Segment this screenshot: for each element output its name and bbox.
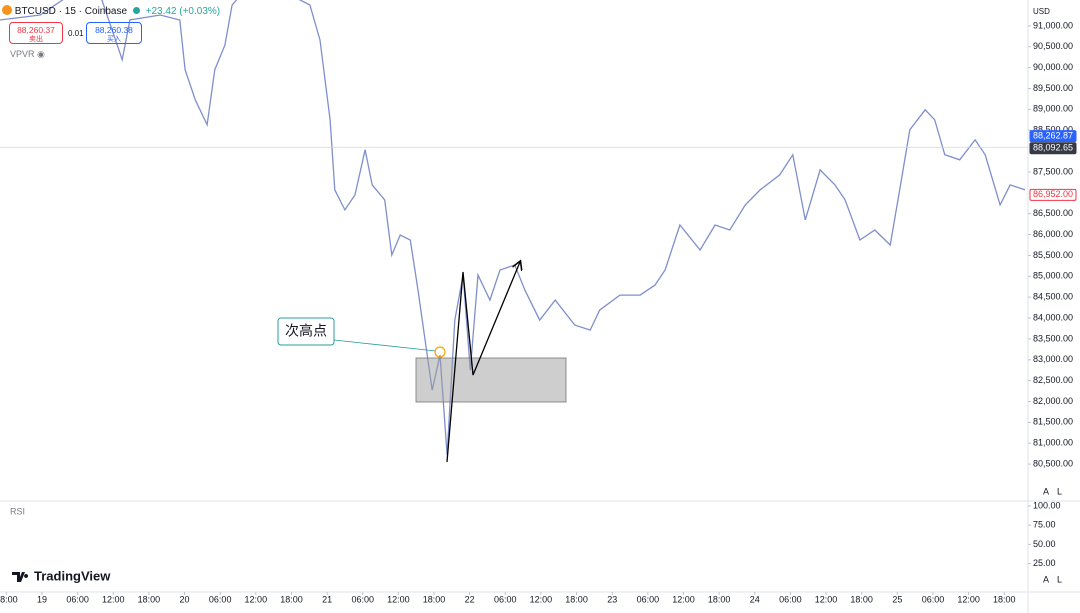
price-label: 80,500.00 bbox=[1033, 458, 1073, 468]
rsi-label: RSI bbox=[10, 506, 25, 516]
time-label: 24 bbox=[750, 594, 760, 604]
price-line bbox=[0, 0, 1026, 455]
price-label: 90,500.00 bbox=[1033, 41, 1073, 51]
sell-price: 88,260.37 bbox=[17, 25, 55, 35]
time-label: 06:00 bbox=[779, 594, 802, 604]
time-label: 18:00 bbox=[565, 594, 588, 604]
price-label: 85,500.00 bbox=[1033, 250, 1073, 260]
rsi-label: 25.00 bbox=[1033, 558, 1056, 568]
price-label: 83,500.00 bbox=[1033, 333, 1073, 343]
buy-label: 买入 bbox=[107, 36, 121, 43]
time-label: 06:00 bbox=[922, 594, 945, 604]
time-label: 06:00 bbox=[66, 594, 89, 604]
price-label: 82,000.00 bbox=[1033, 396, 1073, 406]
price-label: 83,000.00 bbox=[1033, 354, 1073, 364]
callout-line bbox=[333, 339, 437, 352]
callout-text: 次高点 bbox=[285, 323, 327, 339]
price-label: 86,000.00 bbox=[1033, 229, 1073, 239]
price-change: +23.42 (+0.03%) bbox=[145, 6, 221, 17]
time-label: 18:00 bbox=[423, 594, 446, 604]
price-label: 91,000.00 bbox=[1033, 20, 1073, 30]
zone-box bbox=[415, 357, 567, 403]
quantity: 0.01 bbox=[68, 29, 84, 38]
price-label: 87,500.00 bbox=[1033, 166, 1073, 176]
price-tag bbox=[1029, 188, 1077, 201]
branding: TradingView bbox=[34, 568, 111, 583]
time-label: 06:00 bbox=[494, 594, 517, 604]
time-label: 25 bbox=[892, 594, 902, 604]
time-label: 18:00 bbox=[708, 594, 731, 604]
price-label: 84,000.00 bbox=[1033, 312, 1073, 322]
buy-price: 88,260.38 bbox=[95, 25, 133, 35]
time-label: 19 bbox=[37, 594, 47, 604]
wave-arrow bbox=[446, 262, 520, 463]
scale-log[interactable]: L bbox=[1057, 574, 1062, 584]
time-label: 18:00 bbox=[993, 594, 1016, 604]
callout-point bbox=[434, 346, 446, 358]
price-tag-label: 88,092.65 bbox=[1033, 143, 1073, 153]
buy-button[interactable]: 88,260.38 买入 bbox=[86, 22, 142, 44]
time-label: 22 bbox=[465, 594, 475, 604]
callout-box bbox=[277, 317, 335, 346]
time-label: 21 bbox=[322, 594, 332, 604]
time-label: 06:00 bbox=[209, 594, 232, 604]
price-label: 85,000.00 bbox=[1033, 271, 1073, 281]
price-tag-label: 88,262.87 bbox=[1033, 130, 1073, 140]
price-label: 86,500.00 bbox=[1033, 208, 1073, 218]
time-label: 23 bbox=[607, 594, 617, 604]
price-label: 82,500.00 bbox=[1033, 375, 1073, 385]
price-tag bbox=[1029, 130, 1077, 143]
time-label: 12:00 bbox=[245, 594, 268, 604]
rsi-label: 75.00 bbox=[1033, 520, 1056, 530]
time-label: 12:00 bbox=[815, 594, 838, 604]
sell-button[interactable]: 88,260.37 卖出 bbox=[9, 22, 63, 44]
time-label: 12:00 bbox=[672, 594, 695, 604]
tv-logo bbox=[12, 572, 29, 582]
scale-auto[interactable]: A bbox=[1043, 574, 1049, 584]
time-label: 18:00 bbox=[0, 594, 18, 604]
time-label: 06:00 bbox=[637, 594, 660, 604]
rsi-label: 100.00 bbox=[1033, 500, 1061, 510]
price-tag-label: 86,952.00 bbox=[1033, 189, 1073, 199]
btc-icon bbox=[2, 5, 12, 15]
time-label: 12:00 bbox=[530, 594, 553, 604]
price-label: 89,500.00 bbox=[1033, 83, 1073, 93]
price-label: 81,000.00 bbox=[1033, 438, 1073, 448]
time-label: 18:00 bbox=[138, 594, 161, 604]
symbol-bar: BTCUSD · 15 · Coinbase +23.42 (+0.03%) bbox=[2, 5, 220, 17]
time-label: 12:00 bbox=[102, 594, 125, 604]
scale-auto[interactable]: A bbox=[1043, 486, 1049, 496]
symbol[interactable]: BTCUSD · 15 · Coinbase bbox=[14, 6, 128, 17]
time-label: 06:00 bbox=[351, 594, 374, 604]
price-label: 90,000.00 bbox=[1033, 62, 1073, 72]
time-label: 18:00 bbox=[850, 594, 873, 604]
price-tag bbox=[1029, 142, 1077, 155]
time-label: 12:00 bbox=[387, 594, 410, 604]
price-label: 88,500.00 bbox=[1033, 125, 1073, 135]
currency: USD bbox=[1033, 7, 1050, 16]
rsi-label: 50.00 bbox=[1033, 539, 1056, 549]
status-dot bbox=[132, 7, 140, 14]
time-label: 20 bbox=[180, 594, 190, 604]
price-label: 84,500.00 bbox=[1033, 292, 1073, 302]
sell-label: 卖出 bbox=[29, 36, 43, 43]
indicator-label: VPVR ◉ bbox=[10, 49, 45, 59]
time-label: 12:00 bbox=[957, 594, 980, 604]
price-label: 81,500.00 bbox=[1033, 417, 1073, 427]
scale-log[interactable]: L bbox=[1057, 486, 1062, 496]
price-label: 89,000.00 bbox=[1033, 104, 1073, 114]
indicator-name: VPVR bbox=[10, 49, 35, 59]
time-label: 18:00 bbox=[280, 594, 303, 604]
